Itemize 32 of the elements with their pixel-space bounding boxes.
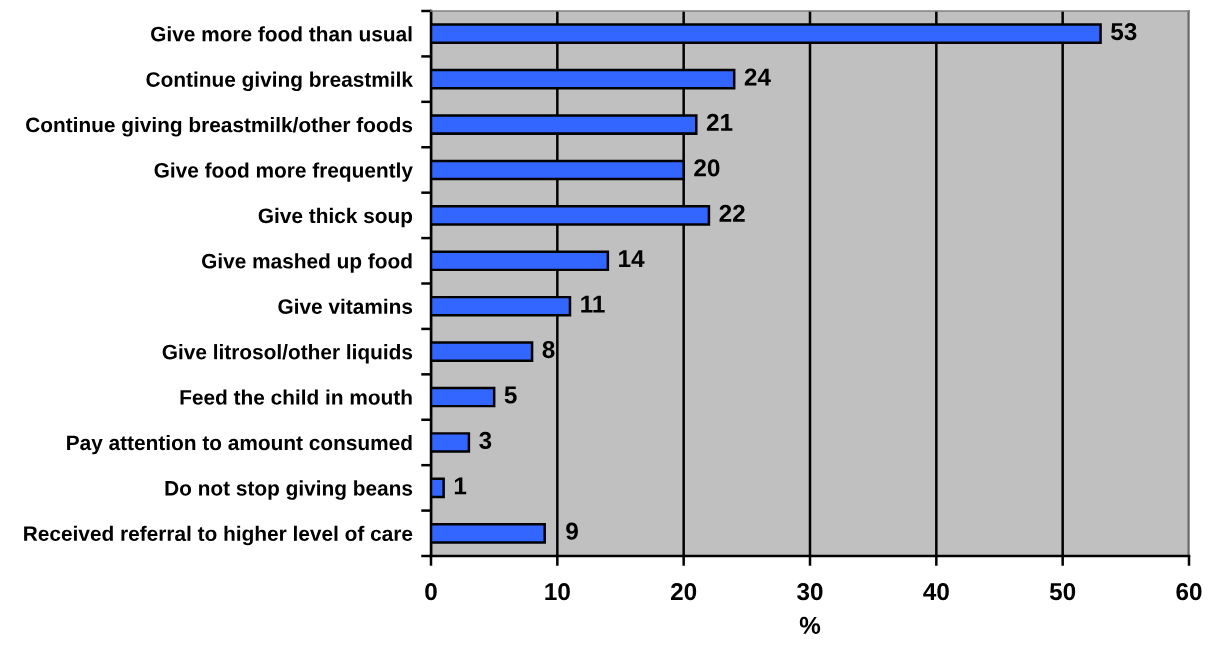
- y-tick-label: Received referral to higher level of care: [24, 525, 413, 546]
- x-tick-label: 20: [670, 583, 697, 601]
- x-axis-title: %: [799, 616, 821, 634]
- data-label: 20: [694, 159, 720, 177]
- y-tick-label: Give more food than usual: [151, 26, 412, 42]
- data-label: 14: [619, 250, 645, 268]
- data-label: 8: [542, 340, 555, 359]
- x-tick-label: 60: [1176, 583, 1202, 601]
- y-tick-label: Give food more frequently: [154, 162, 413, 182]
- y-tick-label: Continue giving breastmilk: [146, 71, 413, 92]
- data-label: 11: [581, 295, 605, 313]
- data-label: 1: [454, 477, 467, 495]
- y-tick-label: Give vitamins: [278, 298, 413, 314]
- y-tick-label: Continue giving breastmilk/other foods: [26, 116, 413, 137]
- data-label: 9: [566, 522, 578, 540]
- y-tick-label: Pay attention to amount consumed: [67, 434, 412, 455]
- y-tick-label: Feed the child in mouth: [180, 389, 412, 405]
- data-label: 3: [479, 431, 492, 450]
- x-tick-label: 30: [797, 583, 823, 601]
- data-label: 53: [1111, 23, 1137, 41]
- x-tick-label: 50: [1049, 583, 1076, 601]
- y-tick-label: Do not stop giving beans: [165, 480, 413, 500]
- data-label: 22: [719, 204, 745, 222]
- data-label: 5: [504, 386, 517, 404]
- x-tick-label: 40: [923, 583, 949, 601]
- y-tick-label: Give litrosol/other liquids: [162, 344, 413, 364]
- y-tick-label: Give thick soup: [258, 207, 413, 228]
- data-label: 21: [706, 113, 733, 131]
- x-tick-label: 0: [425, 583, 437, 601]
- y-tick-label: Give mashed up food: [201, 253, 412, 273]
- x-tick-label: 10: [545, 583, 570, 601]
- data-label: 24: [744, 68, 771, 86]
